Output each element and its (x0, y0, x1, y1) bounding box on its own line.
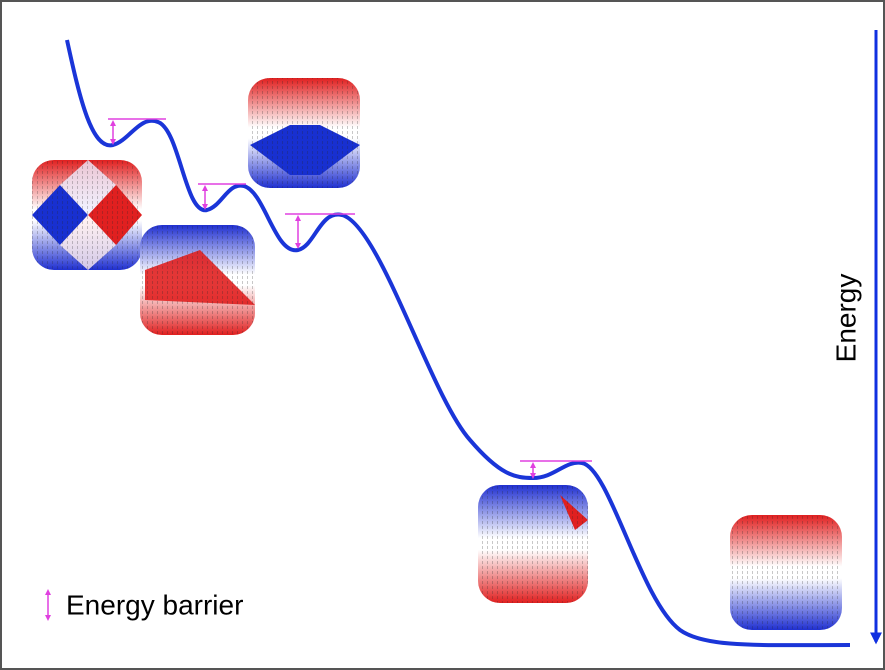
state-2 (140, 225, 255, 335)
state-3 (248, 78, 360, 188)
legend-label: Energy barrier (66, 589, 243, 620)
state-1 (32, 160, 142, 270)
state-5 (730, 515, 842, 630)
state-4 (478, 485, 588, 603)
axis-label: Energy (830, 274, 861, 363)
diagram: Energy Energy barrier (0, 0, 885, 670)
